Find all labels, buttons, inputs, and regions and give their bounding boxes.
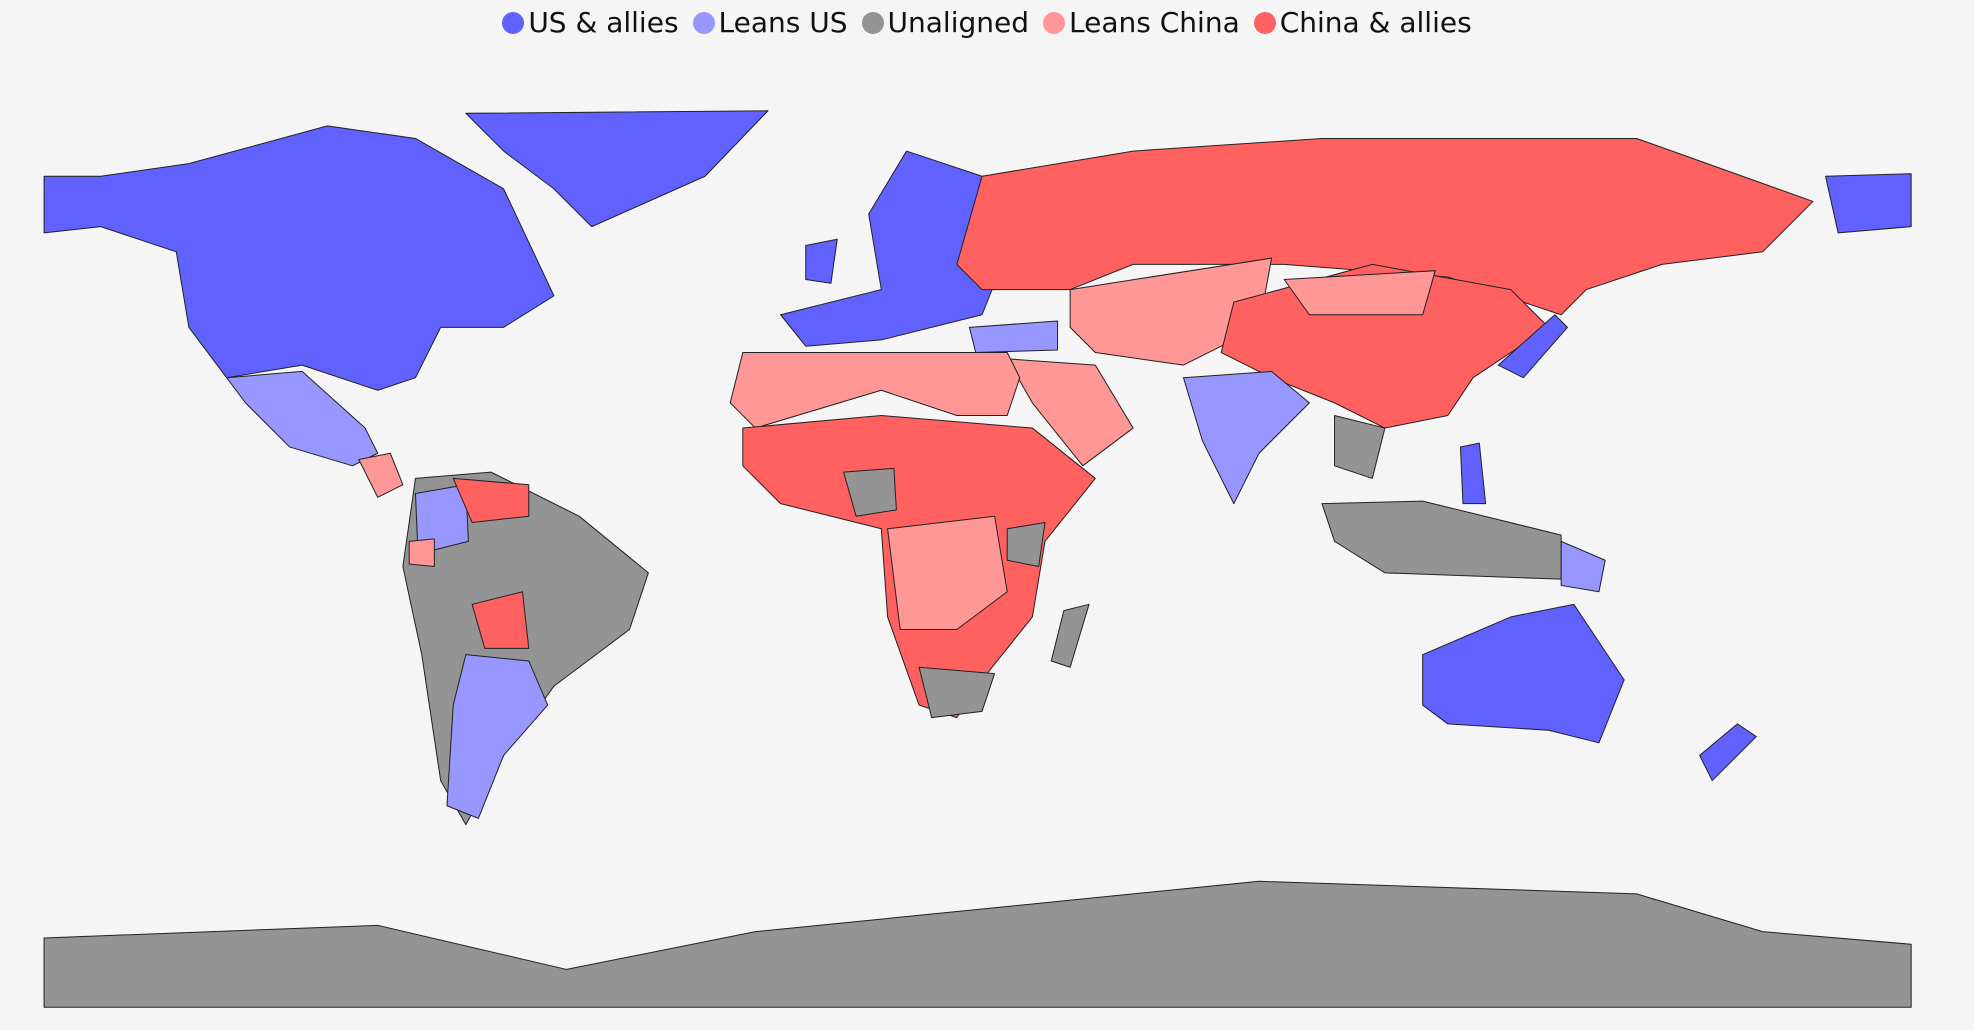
legend-swatch bbox=[502, 11, 525, 34]
legend: US & allies Leans US Unaligned Leans Chi… bbox=[0, 6, 1974, 39]
region-shape[interactable] bbox=[43, 880, 1912, 1008]
region-shape[interactable] bbox=[446, 654, 549, 819]
legend-label: Unaligned bbox=[887, 6, 1030, 39]
region-shape[interactable] bbox=[956, 137, 1814, 316]
region-shape[interactable] bbox=[43, 125, 555, 391]
region-shape[interactable] bbox=[1699, 723, 1757, 782]
legend-swatch bbox=[1253, 11, 1276, 34]
region-shape[interactable] bbox=[1006, 358, 1134, 467]
region-shape[interactable] bbox=[1182, 370, 1310, 505]
legend-label: Leans US bbox=[718, 6, 848, 39]
region-shape[interactable] bbox=[1334, 414, 1386, 479]
region-shape[interactable] bbox=[887, 515, 1008, 631]
region-shape[interactable] bbox=[1069, 257, 1273, 366]
region-shape[interactable] bbox=[1825, 173, 1912, 234]
region-shape[interactable] bbox=[408, 538, 435, 568]
region-shape[interactable] bbox=[226, 370, 379, 467]
region-shape[interactable] bbox=[1050, 603, 1090, 668]
legend-item-leans-china[interactable]: Leans China bbox=[1043, 6, 1240, 39]
legend-item-china-allies[interactable]: China & allies bbox=[1253, 6, 1472, 39]
region-shape[interactable] bbox=[1560, 540, 1606, 593]
legend-label: Leans China bbox=[1069, 6, 1240, 39]
region-shape[interactable] bbox=[1283, 270, 1436, 316]
legend-swatch bbox=[692, 11, 715, 34]
legend-item-unaligned[interactable]: Unaligned bbox=[861, 6, 1030, 39]
legend-item-leans-us[interactable]: Leans US bbox=[692, 6, 848, 39]
region-shape[interactable] bbox=[729, 352, 1021, 429]
region-shape[interactable] bbox=[805, 238, 838, 284]
region-shape[interactable] bbox=[452, 477, 530, 523]
region-shape[interactable] bbox=[1006, 521, 1046, 568]
region-shape[interactable] bbox=[465, 110, 769, 228]
legend-swatch bbox=[1043, 11, 1066, 34]
legend-label: China & allies bbox=[1279, 6, 1472, 39]
region-shape[interactable] bbox=[414, 484, 469, 555]
region-shape[interactable] bbox=[358, 452, 404, 498]
region-shape[interactable] bbox=[1321, 500, 1562, 580]
legend-label: US & allies bbox=[528, 6, 679, 39]
region-shape[interactable] bbox=[1497, 314, 1568, 379]
region-shape[interactable] bbox=[1422, 603, 1625, 744]
legend-swatch bbox=[861, 11, 884, 34]
region-shape[interactable] bbox=[1459, 442, 1487, 505]
region-shape[interactable] bbox=[843, 467, 897, 517]
region-shape[interactable] bbox=[918, 666, 996, 719]
legend-item-us-allies[interactable]: US & allies bbox=[502, 6, 679, 39]
region-shape[interactable] bbox=[968, 320, 1059, 354]
region-shape[interactable] bbox=[471, 591, 530, 649]
